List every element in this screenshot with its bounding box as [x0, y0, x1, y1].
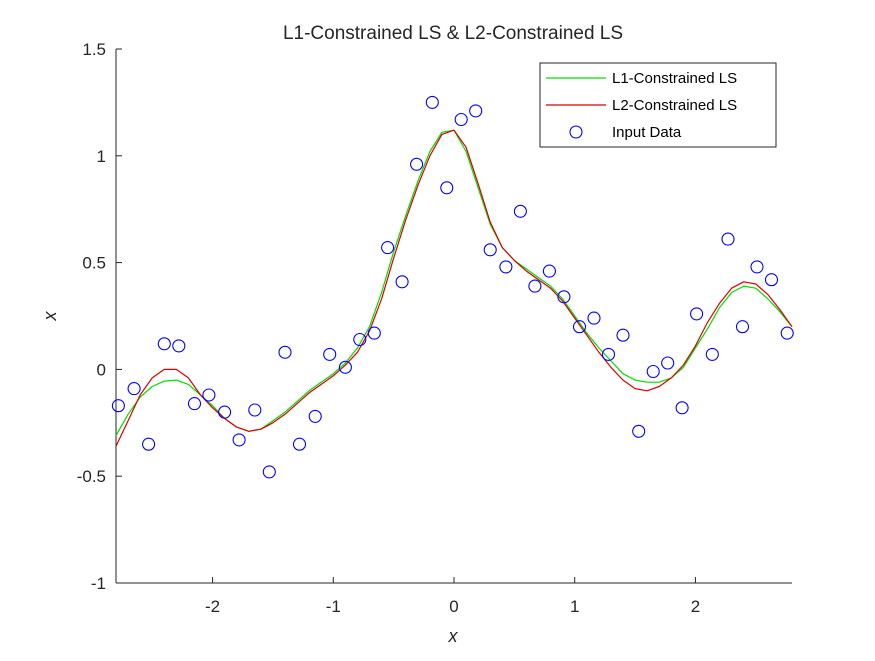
- data-point: [601, 347, 616, 361]
- data-point: [292, 437, 307, 451]
- data-point: [323, 347, 337, 361]
- data-point: [142, 437, 156, 451]
- legend: L1-Constrained LS L2-Constrained LS Input …: [539, 62, 777, 148]
- data-point: [646, 364, 660, 379]
- y-tick-label: 0: [97, 360, 106, 379]
- data-point: [528, 279, 542, 293]
- x-tick-label: -2: [205, 597, 220, 616]
- data-point: [308, 409, 322, 423]
- data-point: [557, 290, 571, 304]
- data-point: [381, 241, 395, 255]
- y-axis-label: x: [40, 311, 60, 322]
- data-point: [675, 401, 689, 415]
- plot-area: [111, 95, 794, 479]
- data-point: [232, 433, 246, 447]
- y-tick-label: -1: [91, 574, 106, 593]
- data-point: [202, 388, 216, 402]
- data-point: [780, 326, 794, 340]
- data-point: [469, 104, 483, 118]
- y-tick-label: 1.5: [82, 40, 106, 59]
- data-point: [750, 260, 764, 274]
- data-point: [499, 260, 513, 274]
- legend-entry-label: L2-Constrained LS: [612, 97, 737, 114]
- legend-entry-label: Input Data: [612, 124, 682, 141]
- data-point: [172, 339, 186, 353]
- x-tick-label: -1: [326, 597, 341, 616]
- data-point: [764, 273, 779, 287]
- x-tick-label: 0: [449, 597, 458, 616]
- legend-entry-label: L1-Constrained LS: [612, 70, 737, 87]
- x-axis-label: x: [448, 626, 459, 646]
- data-point: [262, 465, 276, 479]
- series-line-l2-constrained-ls: [115, 129, 793, 447]
- y-tick-label: 0.5: [82, 254, 106, 273]
- x-tick-label: 2: [691, 597, 700, 616]
- data-point: [248, 403, 262, 417]
- data-point: [735, 320, 750, 334]
- legend-swatch-marker: [569, 125, 583, 139]
- data-point: [690, 307, 704, 321]
- data-point: [483, 243, 497, 257]
- data-point: [410, 157, 424, 171]
- data-point: [278, 345, 292, 359]
- data-point: [127, 382, 141, 396]
- data-point: [542, 264, 556, 278]
- x-tick-label: 1: [570, 597, 579, 616]
- data-point: [587, 311, 601, 325]
- data-point: [353, 332, 367, 347]
- y-tick-label: -0.5: [77, 467, 106, 486]
- data-point: [395, 275, 409, 289]
- data-point: [632, 424, 646, 438]
- data-point: [425, 95, 439, 109]
- y-axis-ticks: -1 -0.5 0 0.5 1 1.5: [77, 40, 122, 593]
- data-point: [111, 399, 125, 413]
- y-tick-label: 1: [97, 147, 106, 166]
- data-point: [440, 181, 454, 195]
- data-point: [157, 337, 171, 351]
- data-point: [367, 326, 381, 340]
- data-point: [187, 397, 202, 411]
- data-point: [218, 405, 232, 419]
- x-axis-ticks: -2 -1 0 1 2: [205, 577, 700, 616]
- data-point: [661, 356, 675, 370]
- series-line-l1-constrained-ls: [115, 129, 793, 436]
- data-point: [721, 232, 735, 246]
- data-point: [705, 347, 719, 361]
- data-point: [572, 320, 587, 334]
- data-point: [616, 328, 630, 342]
- data-point: [513, 204, 527, 218]
- data-point: [338, 360, 352, 374]
- chart-title: L1-Constrained LS & L2-Constrained LS: [283, 23, 623, 44]
- data-point: [454, 112, 468, 127]
